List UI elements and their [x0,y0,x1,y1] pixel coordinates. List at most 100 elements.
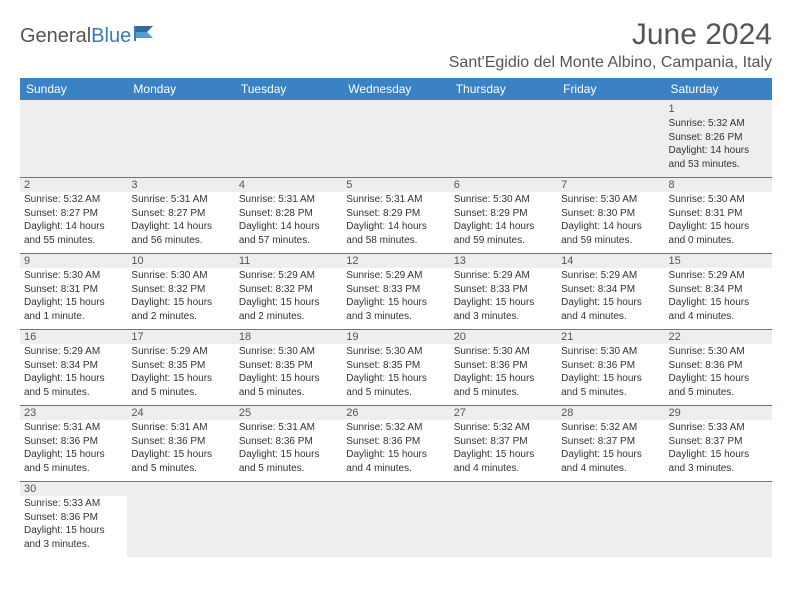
sun-info-line: Sunrise: 5:29 AM [669,269,768,283]
location: Sant'Egidio del Monte Albino, Campania, … [449,54,772,72]
sun-info-line: and 57 minutes. [239,234,338,248]
sun-info-line: and 55 minutes. [24,234,123,248]
calendar-body: 1Sunrise: 5:32 AMSunset: 8:26 PMDaylight… [20,100,772,557]
sun-info-line: Daylight: 15 hours [131,448,230,462]
weekday-header: Monday [127,78,234,100]
calendar-cell: 5Sunrise: 5:31 AMSunset: 8:29 PMDaylight… [342,178,449,254]
day-number: 16 [20,330,127,344]
sun-info-line: and 5 minutes. [131,386,230,400]
sun-info-line: Sunset: 8:36 PM [131,435,230,449]
sun-info-line: Daylight: 15 hours [239,372,338,386]
sun-info-line: Sunset: 8:36 PM [346,435,445,449]
sun-info-line: Daylight: 15 hours [669,296,768,310]
sun-info-line: Sunrise: 5:30 AM [669,193,768,207]
sun-info-line: Sunset: 8:29 PM [346,207,445,221]
sun-info-line: Sunrise: 5:32 AM [454,421,553,435]
sun-info-line: Sunrise: 5:30 AM [131,269,230,283]
sun-info-line: and 4 minutes. [346,462,445,476]
sun-info-line: and 5 minutes. [561,386,660,400]
sun-info-line: Sunset: 8:31 PM [24,283,123,297]
sun-info-line: Sunrise: 5:29 AM [239,269,338,283]
day-number: 19 [342,330,449,344]
sun-info-line: Sunrise: 5:31 AM [346,193,445,207]
sun-info-line: Sunset: 8:31 PM [669,207,768,221]
sun-info-line: Daylight: 15 hours [454,448,553,462]
sun-info-line: Daylight: 15 hours [669,372,768,386]
sun-info-line: Sunrise: 5:33 AM [669,421,768,435]
sun-info-line: Sunrise: 5:31 AM [239,193,338,207]
day-number: 13 [450,254,557,268]
sun-info-line: Sunset: 8:29 PM [454,207,553,221]
calendar-cell: 23Sunrise: 5:31 AMSunset: 8:36 PMDayligh… [20,406,127,482]
sun-info-line: Sunset: 8:33 PM [454,283,553,297]
sun-info-line: Sunset: 8:34 PM [561,283,660,297]
calendar-cell: 30Sunrise: 5:33 AMSunset: 8:36 PMDayligh… [20,482,127,558]
calendar-cell: 11Sunrise: 5:29 AMSunset: 8:32 PMDayligh… [235,254,342,330]
day-number: 11 [235,254,342,268]
calendar-cell: 29Sunrise: 5:33 AMSunset: 8:37 PMDayligh… [665,406,772,482]
sun-info-line: Sunset: 8:34 PM [24,359,123,373]
sun-info-line: Sunset: 8:35 PM [346,359,445,373]
sun-info-line: and 5 minutes. [669,386,768,400]
sun-info-line: Daylight: 15 hours [669,448,768,462]
day-number: 17 [127,330,234,344]
weekday-header: Saturday [665,78,772,100]
sun-info-line: Daylight: 15 hours [669,220,768,234]
sun-info-line: Sunrise: 5:29 AM [24,345,123,359]
sun-info-line: Daylight: 15 hours [561,448,660,462]
calendar-cell: 3Sunrise: 5:31 AMSunset: 8:27 PMDaylight… [127,178,234,254]
sun-info-line: Daylight: 14 hours [454,220,553,234]
sun-info-line: Sunrise: 5:30 AM [561,345,660,359]
sun-info-line: and 4 minutes. [561,310,660,324]
calendar-cell: 22Sunrise: 5:30 AMSunset: 8:36 PMDayligh… [665,330,772,406]
calendar-cell [342,482,449,558]
sun-info-line: Daylight: 15 hours [346,448,445,462]
sun-info-line: Daylight: 15 hours [24,524,123,538]
sun-info-line: Daylight: 15 hours [131,296,230,310]
sun-info-line: Sunset: 8:36 PM [239,435,338,449]
sun-info-line: Sunset: 8:37 PM [561,435,660,449]
sun-info-line: Sunset: 8:36 PM [669,359,768,373]
day-number: 27 [450,406,557,420]
sun-info-line: Sunrise: 5:32 AM [346,421,445,435]
calendar-cell [342,100,449,178]
sun-info-line: and 59 minutes. [561,234,660,248]
logo: GeneralBlue [20,24,159,48]
sun-info-line: and 3 minutes. [346,310,445,324]
sun-info-line: and 3 minutes. [454,310,553,324]
day-number: 21 [557,330,664,344]
weekday-header: Friday [557,78,664,100]
calendar-cell [450,100,557,178]
day-number: 14 [557,254,664,268]
sun-info-line: and 4 minutes. [561,462,660,476]
day-number: 23 [20,406,127,420]
sun-info-line: Sunset: 8:35 PM [131,359,230,373]
sun-info-line: and 56 minutes. [131,234,230,248]
sun-info-line: Daylight: 15 hours [561,372,660,386]
calendar-cell: 16Sunrise: 5:29 AMSunset: 8:34 PMDayligh… [20,330,127,406]
sun-info-line: Daylight: 15 hours [454,372,553,386]
calendar-cell [235,482,342,558]
sun-info-line: and 58 minutes. [346,234,445,248]
calendar-cell: 17Sunrise: 5:29 AMSunset: 8:35 PMDayligh… [127,330,234,406]
sun-info-line: Sunset: 8:34 PM [669,283,768,297]
calendar-cell: 27Sunrise: 5:32 AMSunset: 8:37 PMDayligh… [450,406,557,482]
day-number: 30 [20,482,127,496]
sun-info-line: Sunrise: 5:29 AM [454,269,553,283]
day-number: 28 [557,406,664,420]
sun-info-line: Sunset: 8:36 PM [454,359,553,373]
sun-info-line: Sunrise: 5:30 AM [561,193,660,207]
sun-info-line: Sunrise: 5:30 AM [454,193,553,207]
sun-info-line: Sunrise: 5:31 AM [239,421,338,435]
sun-info-line: Sunset: 8:35 PM [239,359,338,373]
sun-info-line: and 5 minutes. [24,386,123,400]
sun-info-line: Sunrise: 5:32 AM [669,117,768,131]
sun-info-line: Sunrise: 5:30 AM [669,345,768,359]
sun-info-line: and 4 minutes. [454,462,553,476]
calendar-cell: 26Sunrise: 5:32 AMSunset: 8:36 PMDayligh… [342,406,449,482]
calendar-cell: 10Sunrise: 5:30 AMSunset: 8:32 PMDayligh… [127,254,234,330]
sun-info-line: Sunset: 8:27 PM [131,207,230,221]
sun-info-line: Sunrise: 5:31 AM [131,193,230,207]
sun-info-line: Daylight: 15 hours [24,296,123,310]
flag-icon [133,24,159,48]
